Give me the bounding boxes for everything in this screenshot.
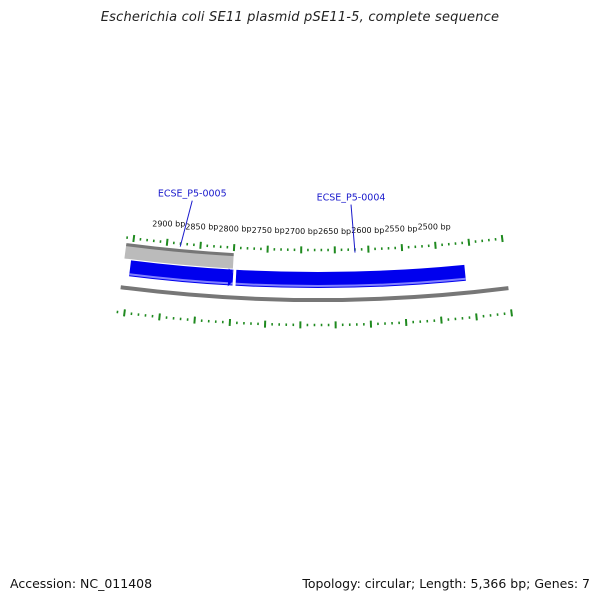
inner-tick-ring (116, 309, 513, 329)
outer-tick-ring (126, 234, 504, 254)
tick-labels: 2900 bp 2850 bp 2800 bp 2750 bp 2700 bp 2650 … (152, 219, 450, 236)
gene-labels: ECSE_P5-0005 ECSE_P5-0004 (158, 189, 386, 253)
tick-label: 2600 bp (351, 226, 384, 235)
sequence-summary: Topology: circular; Length: 5,366 bp; Ge… (302, 576, 590, 591)
inner-tick (475, 313, 478, 321)
gene-label: ECSE_P5-0004 (317, 193, 386, 204)
leader-line (179, 200, 193, 247)
leader-line (350, 204, 356, 253)
backbone-layer (120, 285, 509, 302)
tick-label: 2700 bp (285, 227, 318, 236)
tick-label: 2750 bp (252, 226, 285, 235)
gene-arrow-ECSE_P5-0004 (231, 264, 466, 288)
outer-tick (165, 238, 169, 246)
outer-tick (467, 238, 471, 246)
gene-separator (232, 267, 237, 288)
map-title: Escherichia coli SE11 plasmid pSE11-5, c… (100, 10, 500, 25)
tick-label: 2850 bp (185, 222, 218, 231)
inner-tick (440, 316, 443, 324)
genes-layer (124, 243, 466, 288)
tick-label: 2650 bp (318, 227, 351, 236)
tick-label: 2900 bp (152, 219, 185, 228)
tick-label: 2550 bp (384, 225, 417, 234)
outer-tick (434, 241, 437, 249)
inner-tick (193, 316, 196, 324)
outer-tick (199, 241, 202, 249)
inner-tick (510, 309, 513, 317)
outer-tick (500, 234, 504, 243)
tick-label: 2800 bp (218, 225, 251, 234)
inner-tick (158, 313, 161, 321)
gene-reverse-edge (126, 243, 234, 257)
gene-highlight-ECSE_P5-0005 (129, 273, 233, 285)
gene-highlight-ECSE_P5-0004 (231, 277, 466, 287)
accession-text: Accession: NC_011408 (10, 576, 153, 591)
tick-label: 2500 bp (418, 222, 451, 231)
outer-tick (132, 234, 136, 243)
gene-label: ECSE_P5-0005 (158, 189, 227, 200)
gene-arrowhead (227, 268, 237, 287)
backbone-arc (120, 285, 509, 302)
inner-tick (123, 309, 126, 317)
gene-reverse-body (124, 244, 234, 269)
